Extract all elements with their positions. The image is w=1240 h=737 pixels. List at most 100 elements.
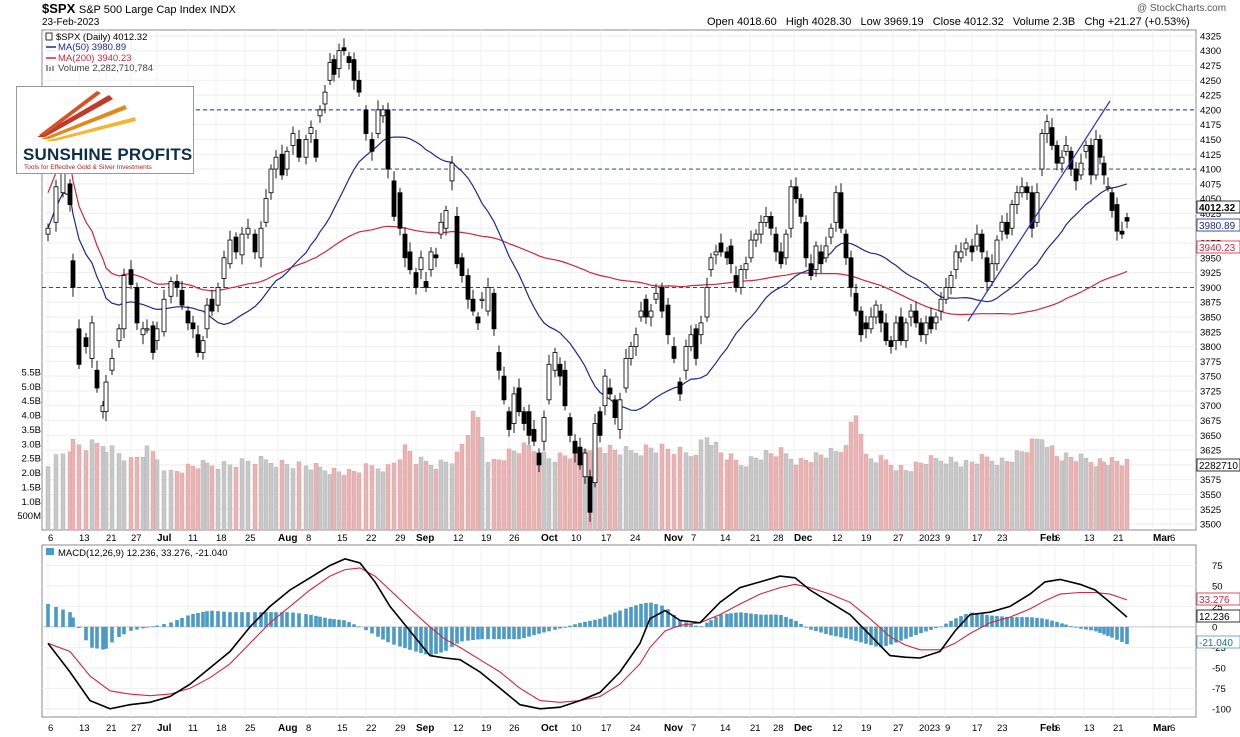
price-tick-label: 4300 [1200, 46, 1221, 57]
candle-down [918, 322, 924, 336]
volume-bar [418, 456, 424, 531]
macd-histogram-bar [357, 626, 361, 628]
volume-bar [144, 445, 150, 531]
candle-down [733, 275, 739, 288]
macd-histogram-bar [603, 616, 607, 627]
macd-histogram-bar [285, 612, 289, 627]
macd-histogram-bar [563, 626, 567, 628]
volume-bar [190, 465, 196, 531]
macd-histogram-bar [216, 611, 220, 627]
candle-up [273, 156, 279, 170]
volume-bar [803, 460, 809, 531]
macd-x-tick-label: 18 [216, 723, 227, 734]
macd-x-tick-label: 13 [1084, 723, 1095, 734]
macd-histogram-bar [201, 611, 205, 627]
candle-down [496, 352, 502, 371]
volume-bar [94, 442, 100, 531]
volume-bar [818, 454, 824, 531]
logo-name: SUNSHINE PROFITS [23, 145, 193, 164]
x-tick-label: 25 [245, 533, 256, 544]
volume-bar [557, 452, 563, 531]
x-tick-label: 26 [509, 533, 520, 544]
volume-bar [562, 455, 568, 531]
macd-histogram-bar [970, 612, 974, 627]
price-tick-label: 3725 [1200, 386, 1221, 397]
macd-histogram-bar [522, 626, 526, 639]
candle-down [888, 340, 894, 347]
price-x-axis: 6 13 21 27 Jul 11 18 25 Aug 8 15 22 29 Sep 12 19 26 Oct 10… [48, 533, 1175, 544]
macd-histogram-bar [480, 626, 484, 640]
candle-down [803, 221, 809, 259]
macd-x-tick-label: 13 [79, 723, 90, 734]
volume-bar [174, 471, 180, 531]
volume-bar [1019, 451, 1025, 531]
macd-histogram-bar [1030, 617, 1034, 627]
candle-up [168, 281, 174, 297]
candle-up [290, 133, 296, 146]
candle-up [648, 310, 654, 318]
x-tick-label: Sep [416, 533, 434, 544]
macd-histogram-bar [618, 610, 622, 627]
candle-up [1063, 144, 1069, 152]
macd-histogram-bar [117, 626, 121, 638]
volume-bar [438, 459, 444, 531]
x-tick-label: 15 [337, 533, 348, 544]
volume-bar [402, 444, 408, 531]
macd-histogram-bar [593, 619, 597, 627]
volume-bar [1083, 458, 1089, 531]
macd-histogram-bar [705, 622, 709, 627]
macd-histogram-bar [381, 626, 385, 640]
volume-bar [813, 452, 819, 531]
volume-bar [317, 466, 323, 531]
macd-histogram-bar [749, 613, 753, 627]
candle-down [793, 186, 799, 200]
volume-bar [491, 458, 497, 531]
volume-bar [284, 464, 290, 531]
price-tick-label: 3800 [1200, 342, 1221, 353]
volume-bar [893, 470, 899, 531]
candle-down [728, 245, 734, 265]
macd-histogram-bar [84, 626, 88, 641]
volume-bar [1054, 456, 1060, 531]
svg-text:3980.89: 3980.89 [1199, 221, 1236, 232]
macd-histogram-bar [959, 616, 963, 627]
macd-histogram-bar [1040, 618, 1044, 627]
volume-bar [263, 459, 269, 531]
x-tick-label: 18 [216, 533, 227, 544]
volume-bar [984, 456, 990, 531]
volume-bar [239, 458, 245, 531]
price-tick-label: 4025 [1200, 209, 1221, 220]
macd-histogram-bar [46, 603, 50, 627]
macd-histogram-bar [527, 626, 531, 637]
volume-bar [793, 464, 799, 531]
macd-x-tick-label: 8 [306, 723, 311, 734]
volume-bar [128, 457, 134, 531]
macd-histogram-bar [944, 623, 948, 627]
macd-x-tick-label: Jul [157, 723, 172, 734]
macd-histogram-bar [507, 626, 511, 640]
x-tick-label: 23 [997, 533, 1008, 544]
volume-bar [923, 464, 929, 531]
macd-x-tick-label: 19 [861, 723, 872, 734]
candle-down [643, 298, 649, 318]
candle-up [546, 363, 552, 401]
macd-histogram-bar [990, 615, 994, 627]
macd-histogram-bar [180, 617, 184, 627]
candle-up [336, 50, 342, 69]
candle-up [974, 233, 980, 247]
volume-bar [989, 460, 995, 531]
candle-up [479, 298, 485, 301]
candle-up [239, 233, 245, 256]
volume-bar [1109, 457, 1115, 531]
volume-tick-label: 4.0B [21, 411, 41, 422]
macd-histogram-bar [725, 613, 729, 627]
volume-bar [653, 452, 659, 531]
macd-histogram-bar [1106, 626, 1110, 636]
candle-up [1014, 192, 1020, 205]
candle-down [838, 192, 844, 229]
price-tick-label: 4050 [1200, 194, 1221, 205]
macd-histogram-bar [719, 614, 723, 627]
macd-histogram-bar [304, 614, 308, 627]
macd-histogram-bar [672, 614, 676, 627]
macd-histogram-bar [889, 626, 893, 645]
